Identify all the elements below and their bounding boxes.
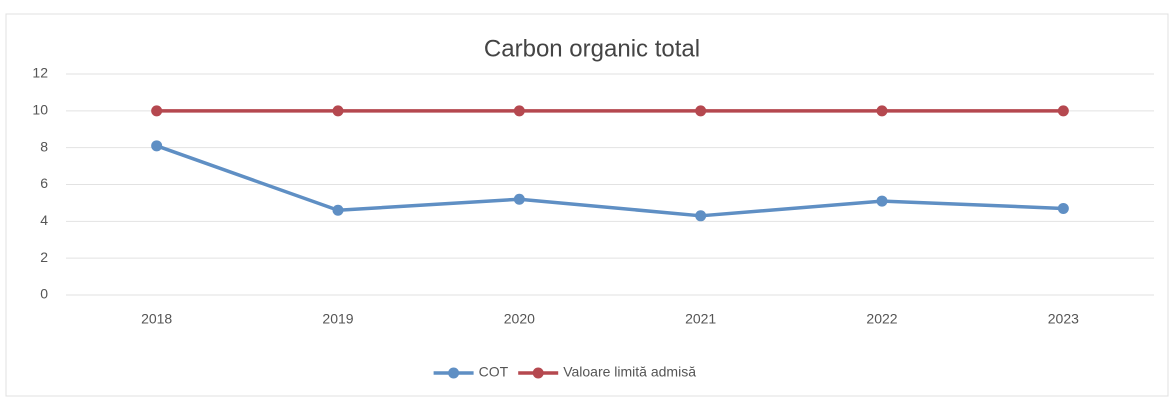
x-tick-label: 2021 — [685, 311, 716, 327]
data-point — [332, 105, 344, 117]
chart-title: Carbon organic total — [484, 35, 700, 62]
y-tick-label: 0 — [40, 286, 48, 302]
legend-label: Valoare limită admisă — [563, 364, 696, 380]
y-tick-label: 8 — [40, 138, 48, 154]
data-point — [513, 105, 525, 117]
data-point — [695, 105, 707, 117]
data-point — [695, 210, 707, 222]
data-point — [1057, 202, 1069, 214]
data-point — [876, 105, 888, 117]
data-point — [876, 195, 888, 207]
legend-marker — [532, 367, 544, 379]
x-tick-label: 2018 — [141, 311, 172, 327]
data-point — [513, 193, 525, 205]
x-tick-label: 2019 — [322, 311, 353, 327]
data-point — [151, 105, 163, 117]
y-tick-label: 6 — [40, 175, 48, 191]
y-tick-label: 10 — [32, 102, 48, 118]
data-point — [1057, 105, 1069, 117]
x-tick-label: 2020 — [504, 311, 535, 327]
x-tick-label: 2023 — [1048, 311, 1079, 327]
x-tick-label: 2022 — [866, 311, 897, 327]
data-point — [151, 140, 163, 152]
legend-label: COT — [479, 364, 509, 380]
y-tick-label: 2 — [40, 249, 48, 265]
series-line — [156, 144, 1064, 218]
y-tick-label: 12 — [32, 65, 48, 81]
legend-marker — [448, 367, 460, 379]
y-tick-label: 4 — [40, 212, 48, 228]
data-point — [332, 204, 344, 216]
